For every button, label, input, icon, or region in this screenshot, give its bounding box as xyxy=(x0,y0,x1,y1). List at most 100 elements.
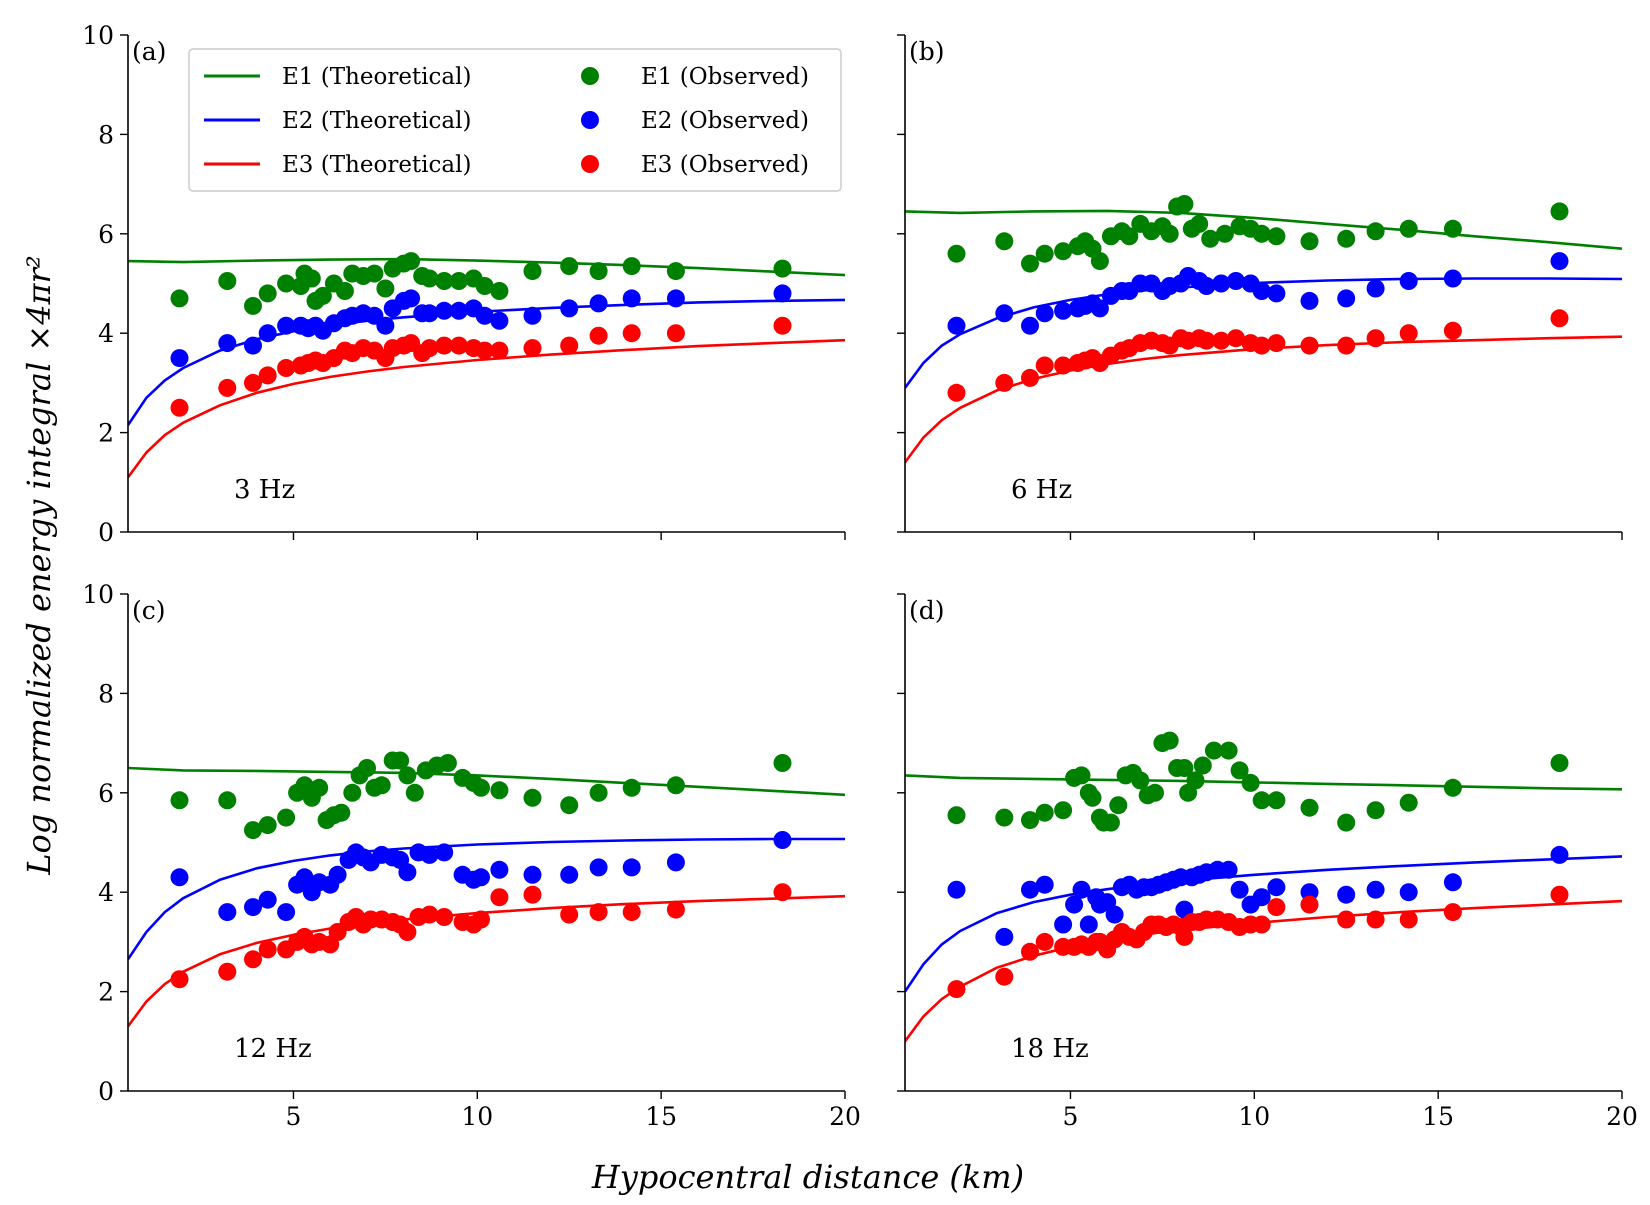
observed-point-e1 xyxy=(405,783,424,802)
observed-point-e2 xyxy=(1035,875,1054,894)
observed-point-e1 xyxy=(391,751,410,770)
x-axis-title: Hypocentral distance (km) xyxy=(591,1158,1024,1196)
observed-point-e1 xyxy=(1201,229,1220,248)
legend-item: E1 (Observed) xyxy=(581,64,809,90)
observed-point-e2 xyxy=(1219,860,1238,879)
observed-point-e1 xyxy=(1160,224,1179,243)
x-tick-label: 15 xyxy=(1422,1102,1454,1131)
observed-point-e3 xyxy=(258,366,277,385)
observed-point-e2 xyxy=(295,868,314,887)
y-tick-label: 2 xyxy=(98,978,114,1007)
y-tick-label: 8 xyxy=(98,120,114,149)
observed-point-e3 xyxy=(435,336,454,355)
observed-point-e1 xyxy=(1366,222,1385,241)
observed-point-e2 xyxy=(1226,272,1245,290)
observed-point-e1 xyxy=(1072,766,1091,785)
observed-point-e2 xyxy=(475,306,494,325)
observed-point-e2 xyxy=(1366,880,1385,899)
observed-point-e3 xyxy=(435,908,454,926)
observed-point-e3 xyxy=(1054,356,1073,375)
observed-point-e3 xyxy=(218,962,237,981)
observed-point-e1 xyxy=(1131,771,1150,790)
observed-point-e1 xyxy=(1399,793,1418,812)
observed-point-e3 xyxy=(589,326,608,345)
observed-point-e2 xyxy=(1230,880,1249,899)
observed-point-e2 xyxy=(773,831,792,849)
observed-point-e2 xyxy=(560,299,579,318)
observed-point-e1 xyxy=(947,806,966,825)
observed-point-e2 xyxy=(1337,885,1356,904)
y-tick-label: 0 xyxy=(98,1077,114,1106)
observed-point-e2 xyxy=(170,868,189,887)
panel-a: 0 2 4 6 8 10 (a) 3 Hz xyxy=(82,21,846,547)
observed-point-e1 xyxy=(376,279,395,298)
observed-point-e1 xyxy=(302,269,321,288)
observed-point-e2 xyxy=(1252,282,1271,300)
observed-point-e3 xyxy=(472,910,490,929)
observed-point-e3 xyxy=(1197,331,1216,350)
observed-point-e2 xyxy=(1399,883,1418,902)
observed-point-e1 xyxy=(244,821,262,840)
observed-point-e1 xyxy=(1120,227,1139,246)
y-tick-label: 10 xyxy=(82,21,114,50)
observed-point-e1 xyxy=(170,289,189,308)
legend-label: E3 (Theoretical) xyxy=(282,152,471,178)
observed-point-e1 xyxy=(1035,244,1054,263)
observed-point-e3 xyxy=(773,316,792,335)
observed-point-e3 xyxy=(475,341,494,360)
observed-point-e3 xyxy=(244,373,262,392)
observed-point-e1 xyxy=(1204,741,1223,760)
observed-point-e3 xyxy=(560,905,579,924)
observed-point-e3 xyxy=(1212,331,1231,350)
observed-point-e1 xyxy=(449,272,468,290)
observed-point-e1 xyxy=(1550,202,1569,221)
observed-point-e1 xyxy=(1175,195,1194,213)
observed-point-e3 xyxy=(1300,336,1319,355)
observed-point-e1 xyxy=(1090,252,1109,271)
observed-point-e2 xyxy=(420,845,439,864)
observed-point-e3 xyxy=(1267,334,1286,353)
observed-point-e1 xyxy=(1230,761,1249,780)
observed-point-e1 xyxy=(277,274,296,293)
y-tick-label: 6 xyxy=(98,220,114,249)
observed-point-e1 xyxy=(170,791,189,810)
legend-item: E3 (Theoretical) xyxy=(204,152,471,178)
observed-point-e1 xyxy=(1252,791,1271,810)
observed-point-e2 xyxy=(1443,873,1462,892)
observed-point-e2 xyxy=(773,284,792,303)
observed-point-e2 xyxy=(398,863,417,882)
panel-label: (a) xyxy=(132,37,166,66)
observed-point-e1 xyxy=(1366,801,1385,820)
observed-point-e3 xyxy=(1021,942,1039,961)
observed-point-e3 xyxy=(218,378,237,397)
observed-point-e1 xyxy=(1160,731,1179,750)
observed-point-e1 xyxy=(335,282,354,300)
frequency-label: 18 Hz xyxy=(1011,1034,1089,1064)
y-tick-label: 4 xyxy=(98,878,114,907)
observed-point-e1 xyxy=(490,781,509,800)
observed-point-e1 xyxy=(523,788,542,807)
observed-point-e2 xyxy=(1550,252,1569,271)
observed-point-e1 xyxy=(332,803,351,822)
observed-point-e3 xyxy=(1252,915,1271,934)
observed-point-e1 xyxy=(475,277,494,295)
observed-point-e1 xyxy=(472,778,490,797)
observed-point-e1 xyxy=(1443,219,1462,238)
observed-point-e2 xyxy=(1054,301,1073,320)
observed-point-e2 xyxy=(277,316,296,335)
observed-point-e2 xyxy=(523,306,542,325)
x-tick-label: 5 xyxy=(1063,1102,1079,1131)
observed-point-e3 xyxy=(398,923,417,941)
observed-point-e2 xyxy=(258,324,277,343)
legend-label: E1 (Observed) xyxy=(641,64,809,90)
observed-point-e1 xyxy=(1054,242,1073,261)
observed-point-e2 xyxy=(1366,279,1385,298)
observed-point-e1 xyxy=(1399,219,1418,238)
theoretical-line-e1 xyxy=(905,774,1622,791)
frequency-label: 3 Hz xyxy=(234,475,295,505)
observed-point-e1 xyxy=(1175,759,1194,777)
observed-point-e1 xyxy=(365,264,384,283)
legend-frame xyxy=(188,48,842,192)
observed-point-e2 xyxy=(170,349,189,368)
observed-point-e1 xyxy=(995,232,1014,251)
